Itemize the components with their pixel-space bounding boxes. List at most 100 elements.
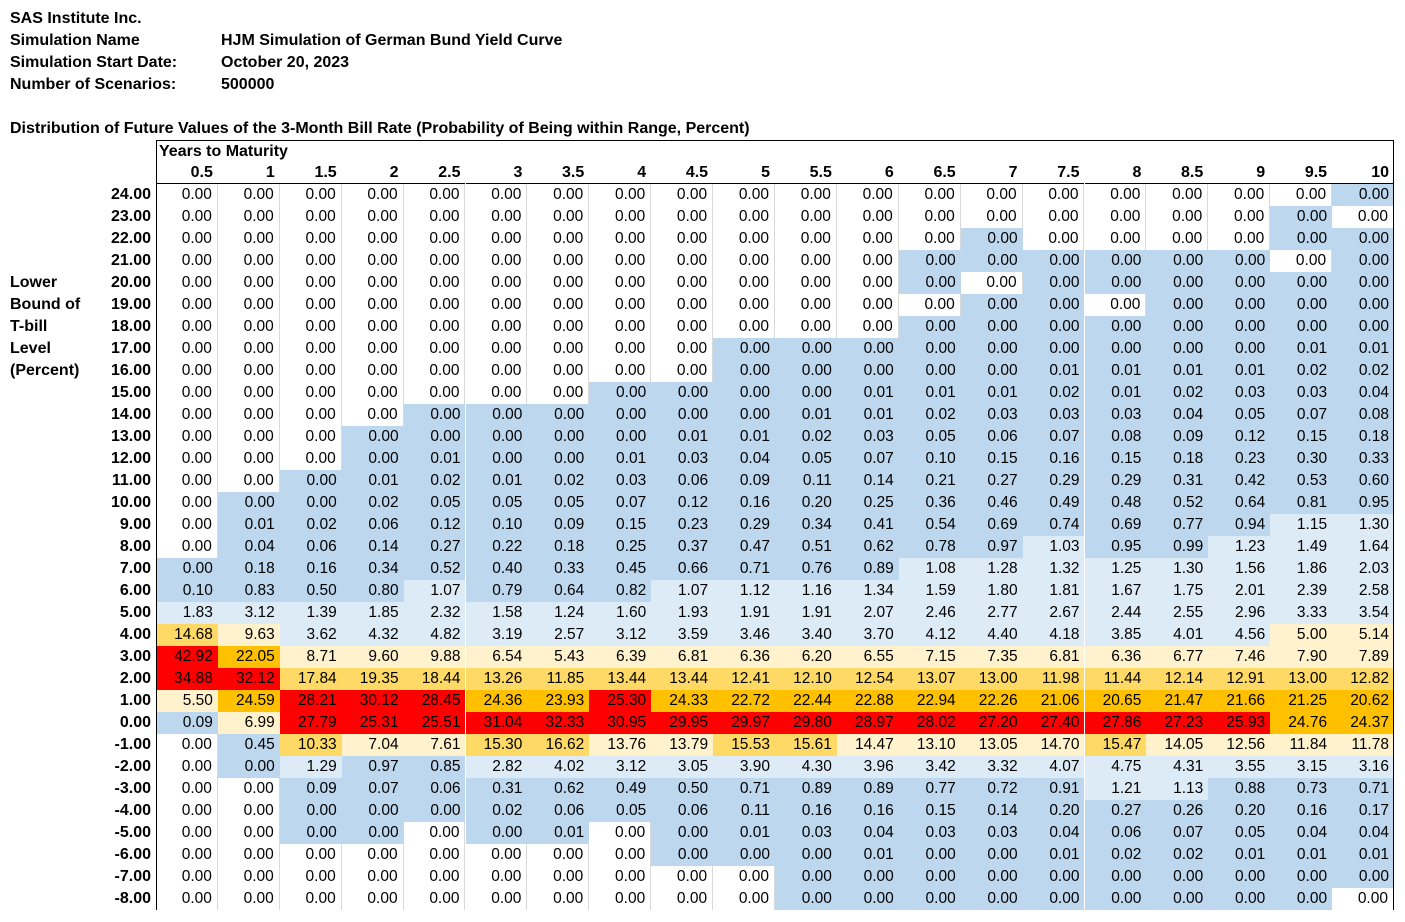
table-cell: 0.01	[1270, 844, 1333, 866]
table-cell: 7.04	[341, 734, 404, 756]
table-cell: 0.00	[341, 228, 404, 250]
table-cell: 0.01	[527, 822, 590, 844]
table-cell: 0.00	[775, 316, 837, 338]
table-cell: 0.00	[836, 250, 899, 272]
table-cell: 0.16	[713, 492, 775, 514]
table-cell: 1.39	[279, 602, 342, 624]
table-cell: 0.06	[960, 426, 1023, 448]
table-cell: 0.10	[156, 580, 218, 602]
table-cell: 7.35	[960, 646, 1023, 668]
table-cell: 0.00	[403, 822, 466, 844]
column-header: 6	[836, 162, 899, 184]
table-cell: 3.62	[279, 624, 342, 646]
table-cell: 0.71	[713, 558, 775, 580]
table-cell: 0.00	[1084, 866, 1147, 888]
table-cell: 0.80	[341, 580, 404, 602]
table-cell: 0.03	[960, 404, 1023, 426]
table-cell: 0.00	[651, 206, 714, 228]
table-cell: 0.00	[898, 184, 961, 206]
row-label: -5.00	[114, 824, 151, 841]
table-cell: 0.07	[589, 492, 652, 514]
table-cell: 3.90	[713, 756, 775, 778]
table-cell: 0.48	[1084, 492, 1147, 514]
table-cell: 0.00	[527, 866, 590, 888]
table-cell: 0.00	[403, 888, 466, 910]
table-cell: 0.00	[1022, 250, 1085, 272]
table-cell: 6.55	[836, 646, 899, 668]
table-cell: 0.05	[775, 448, 837, 470]
table-cell: 0.00	[1270, 272, 1333, 294]
table-cell: 6.36	[713, 646, 775, 668]
table-cell: 0.69	[1084, 514, 1147, 536]
table-cell: 1.34	[836, 580, 899, 602]
table-cell: 0.01	[836, 404, 899, 426]
table-cell: 0.00	[713, 206, 775, 228]
table-cell: 2.07	[836, 602, 899, 624]
table-cell: 3.54	[1332, 602, 1394, 624]
table-cell: 14.70	[1022, 734, 1085, 756]
table-cell: 15.47	[1084, 734, 1147, 756]
table-cell: 0.23	[651, 514, 714, 536]
table-cell: 0.00	[341, 404, 404, 426]
table-cell: 0.01	[1208, 360, 1271, 382]
table-cell: 0.00	[465, 206, 528, 228]
table-cell: 12.82	[1332, 668, 1394, 690]
table-cell: 0.01	[1146, 360, 1209, 382]
table-cell: 0.00	[156, 514, 218, 536]
table-cell: 0.00	[713, 360, 775, 382]
table-cell: 0.00	[341, 800, 404, 822]
table-cell: 0.00	[341, 426, 404, 448]
table-cell: 0.01	[341, 470, 404, 492]
table-cell: 4.56	[1208, 624, 1271, 646]
table-cell: 0.00	[898, 294, 961, 316]
table-cell: 0.04	[1022, 822, 1085, 844]
table-cell: 0.00	[589, 250, 652, 272]
table-cell: 28.02	[898, 712, 961, 734]
table-cell: 4.02	[527, 756, 590, 778]
table-cell: 4.82	[403, 624, 466, 646]
table-cell: 1.32	[1022, 558, 1085, 580]
row-label: 21.00	[110, 252, 151, 269]
table-cell: 0.00	[527, 294, 590, 316]
table-cell: 0.12	[1208, 426, 1271, 448]
table-cell: 0.00	[156, 778, 218, 800]
table-cell: 13.00	[1270, 668, 1333, 690]
table-cell: 0.00	[1084, 888, 1147, 910]
table-cell: 0.00	[217, 184, 280, 206]
table-cell: 21.47	[1146, 690, 1209, 712]
table-cell: 4.30	[775, 756, 837, 778]
table-cell: 0.02	[1270, 360, 1333, 382]
row-axis-label-line: Lower	[10, 274, 58, 291]
table-cell: 0.00	[279, 448, 342, 470]
table-cell: 27.40	[1022, 712, 1085, 734]
table-cell: 0.01	[1208, 844, 1271, 866]
table-cell: 0.74	[1022, 514, 1085, 536]
table-cell: 22.72	[713, 690, 775, 712]
table-cell: 0.00	[279, 338, 342, 360]
table-cell: 0.00	[589, 206, 652, 228]
table-cell: 24.76	[1270, 712, 1333, 734]
table-cell: 2.96	[1208, 602, 1271, 624]
table-cell: 0.00	[403, 426, 466, 448]
column-header: 2	[341, 162, 404, 184]
table-cell: 1.07	[651, 580, 714, 602]
table-cell: 0.00	[960, 360, 1023, 382]
table-cell: 0.00	[836, 338, 899, 360]
table-cell: 0.00	[403, 338, 466, 360]
table-cell: 0.00	[960, 338, 1023, 360]
table-cell: 0.00	[898, 250, 961, 272]
table-cell: 0.00	[713, 316, 775, 338]
table-cell: 1.60	[589, 602, 652, 624]
table-cell: 0.00	[1022, 228, 1085, 250]
table-cell: 22.94	[898, 690, 961, 712]
table-cell: 23.93	[527, 690, 590, 712]
table-cell: 0.00	[1022, 316, 1085, 338]
table-cell: 4.32	[341, 624, 404, 646]
table-cell: 0.00	[156, 558, 218, 580]
table-cell: 0.95	[1332, 492, 1394, 514]
table-cell: 0.00	[217, 316, 280, 338]
table-cell: 0.81	[1270, 492, 1333, 514]
table-cell: 1.49	[1270, 536, 1333, 558]
table-cell: 0.51	[775, 536, 837, 558]
column-header: 7	[960, 162, 1023, 184]
